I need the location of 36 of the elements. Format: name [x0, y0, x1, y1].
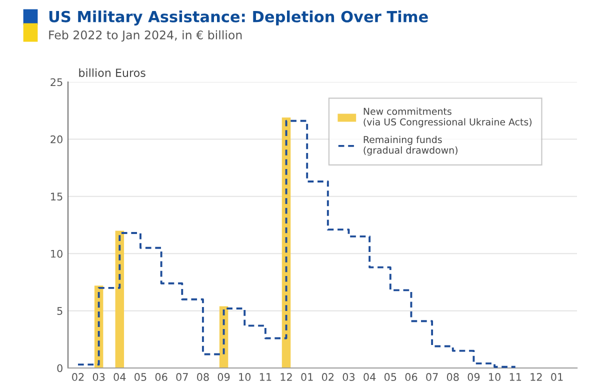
- x-tick-label: 04: [114, 373, 126, 381]
- x-tick-label: 07: [426, 373, 438, 381]
- x-tick-label: 01: [551, 373, 563, 381]
- x-tick-label: 09: [218, 373, 230, 381]
- x-tick-label: 03: [92, 373, 105, 381]
- y-tick-label: 10: [51, 250, 62, 258]
- x-tick-label: 08: [446, 373, 459, 381]
- legend-label: New commitments (via US Congressional Ukraine Acts): [364, 108, 532, 128]
- x-tick-label: 04: [364, 373, 376, 381]
- y-tick-label: 25: [50, 78, 62, 86]
- x-tick-label: 06: [405, 373, 418, 381]
- x-tick-label: 05: [134, 373, 146, 381]
- y-axis-title: billion Euros: [79, 68, 146, 77]
- x-tick-label: 07: [176, 373, 188, 381]
- x-tick-label: 11: [510, 373, 522, 381]
- x-tick-label: 11: [260, 373, 272, 381]
- x-tick-label: 02: [322, 373, 334, 381]
- x-tick-label: 02: [72, 373, 84, 381]
- x-tick-label: 12: [530, 373, 542, 381]
- chart-subtitle: Feb 2022 to Jan 2024, in € billion: [49, 30, 242, 42]
- x-tick-label: 05: [384, 373, 396, 381]
- x-tick-label: 10: [239, 373, 251, 381]
- x-tick-label: 09: [468, 373, 480, 381]
- legend-label: Remaining funds (gradual drawdown): [364, 136, 458, 156]
- chart-title: US Military Assistance: Depletion Over Time: [49, 10, 428, 26]
- y-tick-label: 15: [51, 192, 62, 201]
- x-tick-label: 03: [342, 373, 355, 381]
- y-tick-label: 0: [57, 364, 62, 372]
- y-tick-label: 5: [57, 307, 62, 315]
- x-tick-label: 10: [489, 373, 500, 381]
- y-tick-label: 20: [50, 135, 62, 144]
- bar: [115, 230, 124, 368]
- x-tick-label: 01: [301, 373, 313, 381]
- x-tick-label: 06: [155, 373, 168, 381]
- x-tick-label: 12: [280, 373, 292, 381]
- x-tick-label: 08: [197, 373, 209, 381]
